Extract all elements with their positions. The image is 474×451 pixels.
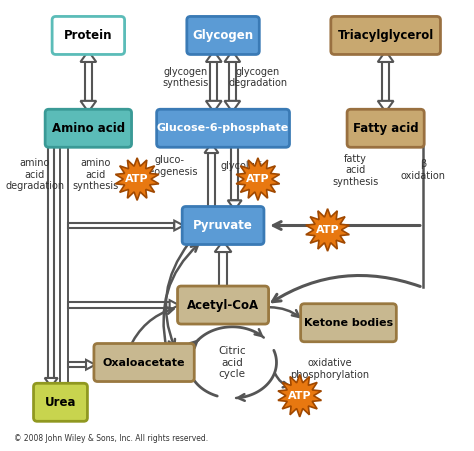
FancyBboxPatch shape: [94, 344, 194, 382]
Text: gluco-
neogenesis: gluco- neogenesis: [142, 155, 197, 177]
FancyBboxPatch shape: [231, 143, 238, 200]
Text: ATP: ATP: [246, 174, 270, 184]
FancyBboxPatch shape: [182, 207, 264, 244]
FancyBboxPatch shape: [68, 303, 170, 308]
Polygon shape: [81, 101, 96, 112]
Polygon shape: [228, 200, 242, 210]
Polygon shape: [278, 374, 321, 417]
Text: glycogen
degradation: glycogen degradation: [228, 67, 287, 88]
Text: β
oxidation: β oxidation: [401, 160, 445, 181]
Text: fatty
acid
synthesis: fatty acid synthesis: [332, 154, 379, 187]
Polygon shape: [170, 300, 179, 310]
Polygon shape: [115, 158, 159, 200]
Text: Glycogen: Glycogen: [192, 29, 254, 42]
Polygon shape: [378, 51, 393, 62]
FancyBboxPatch shape: [68, 362, 86, 368]
Text: Glucose-6-phosphate: Glucose-6-phosphate: [157, 123, 289, 133]
FancyBboxPatch shape: [109, 359, 179, 364]
Polygon shape: [204, 143, 219, 153]
Text: Urea: Urea: [45, 396, 76, 409]
Text: Pyruvate: Pyruvate: [193, 219, 253, 232]
Polygon shape: [378, 101, 393, 112]
Polygon shape: [100, 356, 109, 366]
Text: Ketone bodies: Ketone bodies: [304, 318, 393, 328]
Text: © 2008 John Wiley & Sons, Inc. All rights reserved.: © 2008 John Wiley & Sons, Inc. All right…: [14, 434, 208, 443]
Text: glycolysis: glycolysis: [220, 161, 268, 171]
FancyBboxPatch shape: [156, 109, 290, 147]
Text: Oxaloacetate: Oxaloacetate: [103, 358, 185, 368]
FancyBboxPatch shape: [301, 304, 396, 342]
Text: amino
acid
degradation: amino acid degradation: [5, 158, 64, 191]
Text: ATP: ATP: [288, 391, 311, 400]
Text: ATP: ATP: [125, 174, 149, 184]
FancyBboxPatch shape: [187, 16, 259, 55]
Text: Citric
acid
cycle: Citric acid cycle: [219, 346, 246, 379]
Text: glycogen
synthesis: glycogen synthesis: [163, 67, 209, 88]
Polygon shape: [225, 101, 240, 112]
Text: Amino acid: Amino acid: [52, 122, 125, 135]
FancyBboxPatch shape: [331, 16, 440, 55]
FancyBboxPatch shape: [228, 62, 236, 101]
Polygon shape: [215, 241, 231, 252]
Polygon shape: [206, 101, 222, 112]
Text: Acetyl-CoA: Acetyl-CoA: [187, 299, 259, 312]
Polygon shape: [236, 158, 280, 200]
FancyBboxPatch shape: [34, 383, 87, 421]
Polygon shape: [306, 209, 349, 251]
Polygon shape: [206, 51, 222, 62]
Polygon shape: [81, 51, 96, 62]
Text: amino
acid
synthesis: amino acid synthesis: [72, 158, 118, 191]
Text: oxidative
phosphorylation: oxidative phosphorylation: [291, 359, 369, 380]
FancyBboxPatch shape: [347, 109, 424, 147]
FancyBboxPatch shape: [210, 62, 218, 101]
FancyBboxPatch shape: [45, 109, 132, 147]
Polygon shape: [86, 360, 95, 369]
FancyBboxPatch shape: [68, 223, 174, 228]
Polygon shape: [45, 378, 58, 387]
Text: ATP: ATP: [316, 225, 339, 235]
FancyBboxPatch shape: [85, 62, 92, 101]
FancyBboxPatch shape: [48, 144, 54, 378]
Text: Triacylglycerol: Triacylglycerol: [337, 29, 434, 42]
Polygon shape: [174, 221, 183, 230]
FancyBboxPatch shape: [219, 252, 227, 290]
FancyBboxPatch shape: [52, 16, 125, 55]
FancyBboxPatch shape: [208, 153, 215, 210]
FancyBboxPatch shape: [178, 286, 269, 324]
Text: Fatty acid: Fatty acid: [353, 122, 419, 135]
Text: Protein: Protein: [64, 29, 113, 42]
Polygon shape: [225, 51, 240, 62]
FancyBboxPatch shape: [382, 62, 389, 101]
